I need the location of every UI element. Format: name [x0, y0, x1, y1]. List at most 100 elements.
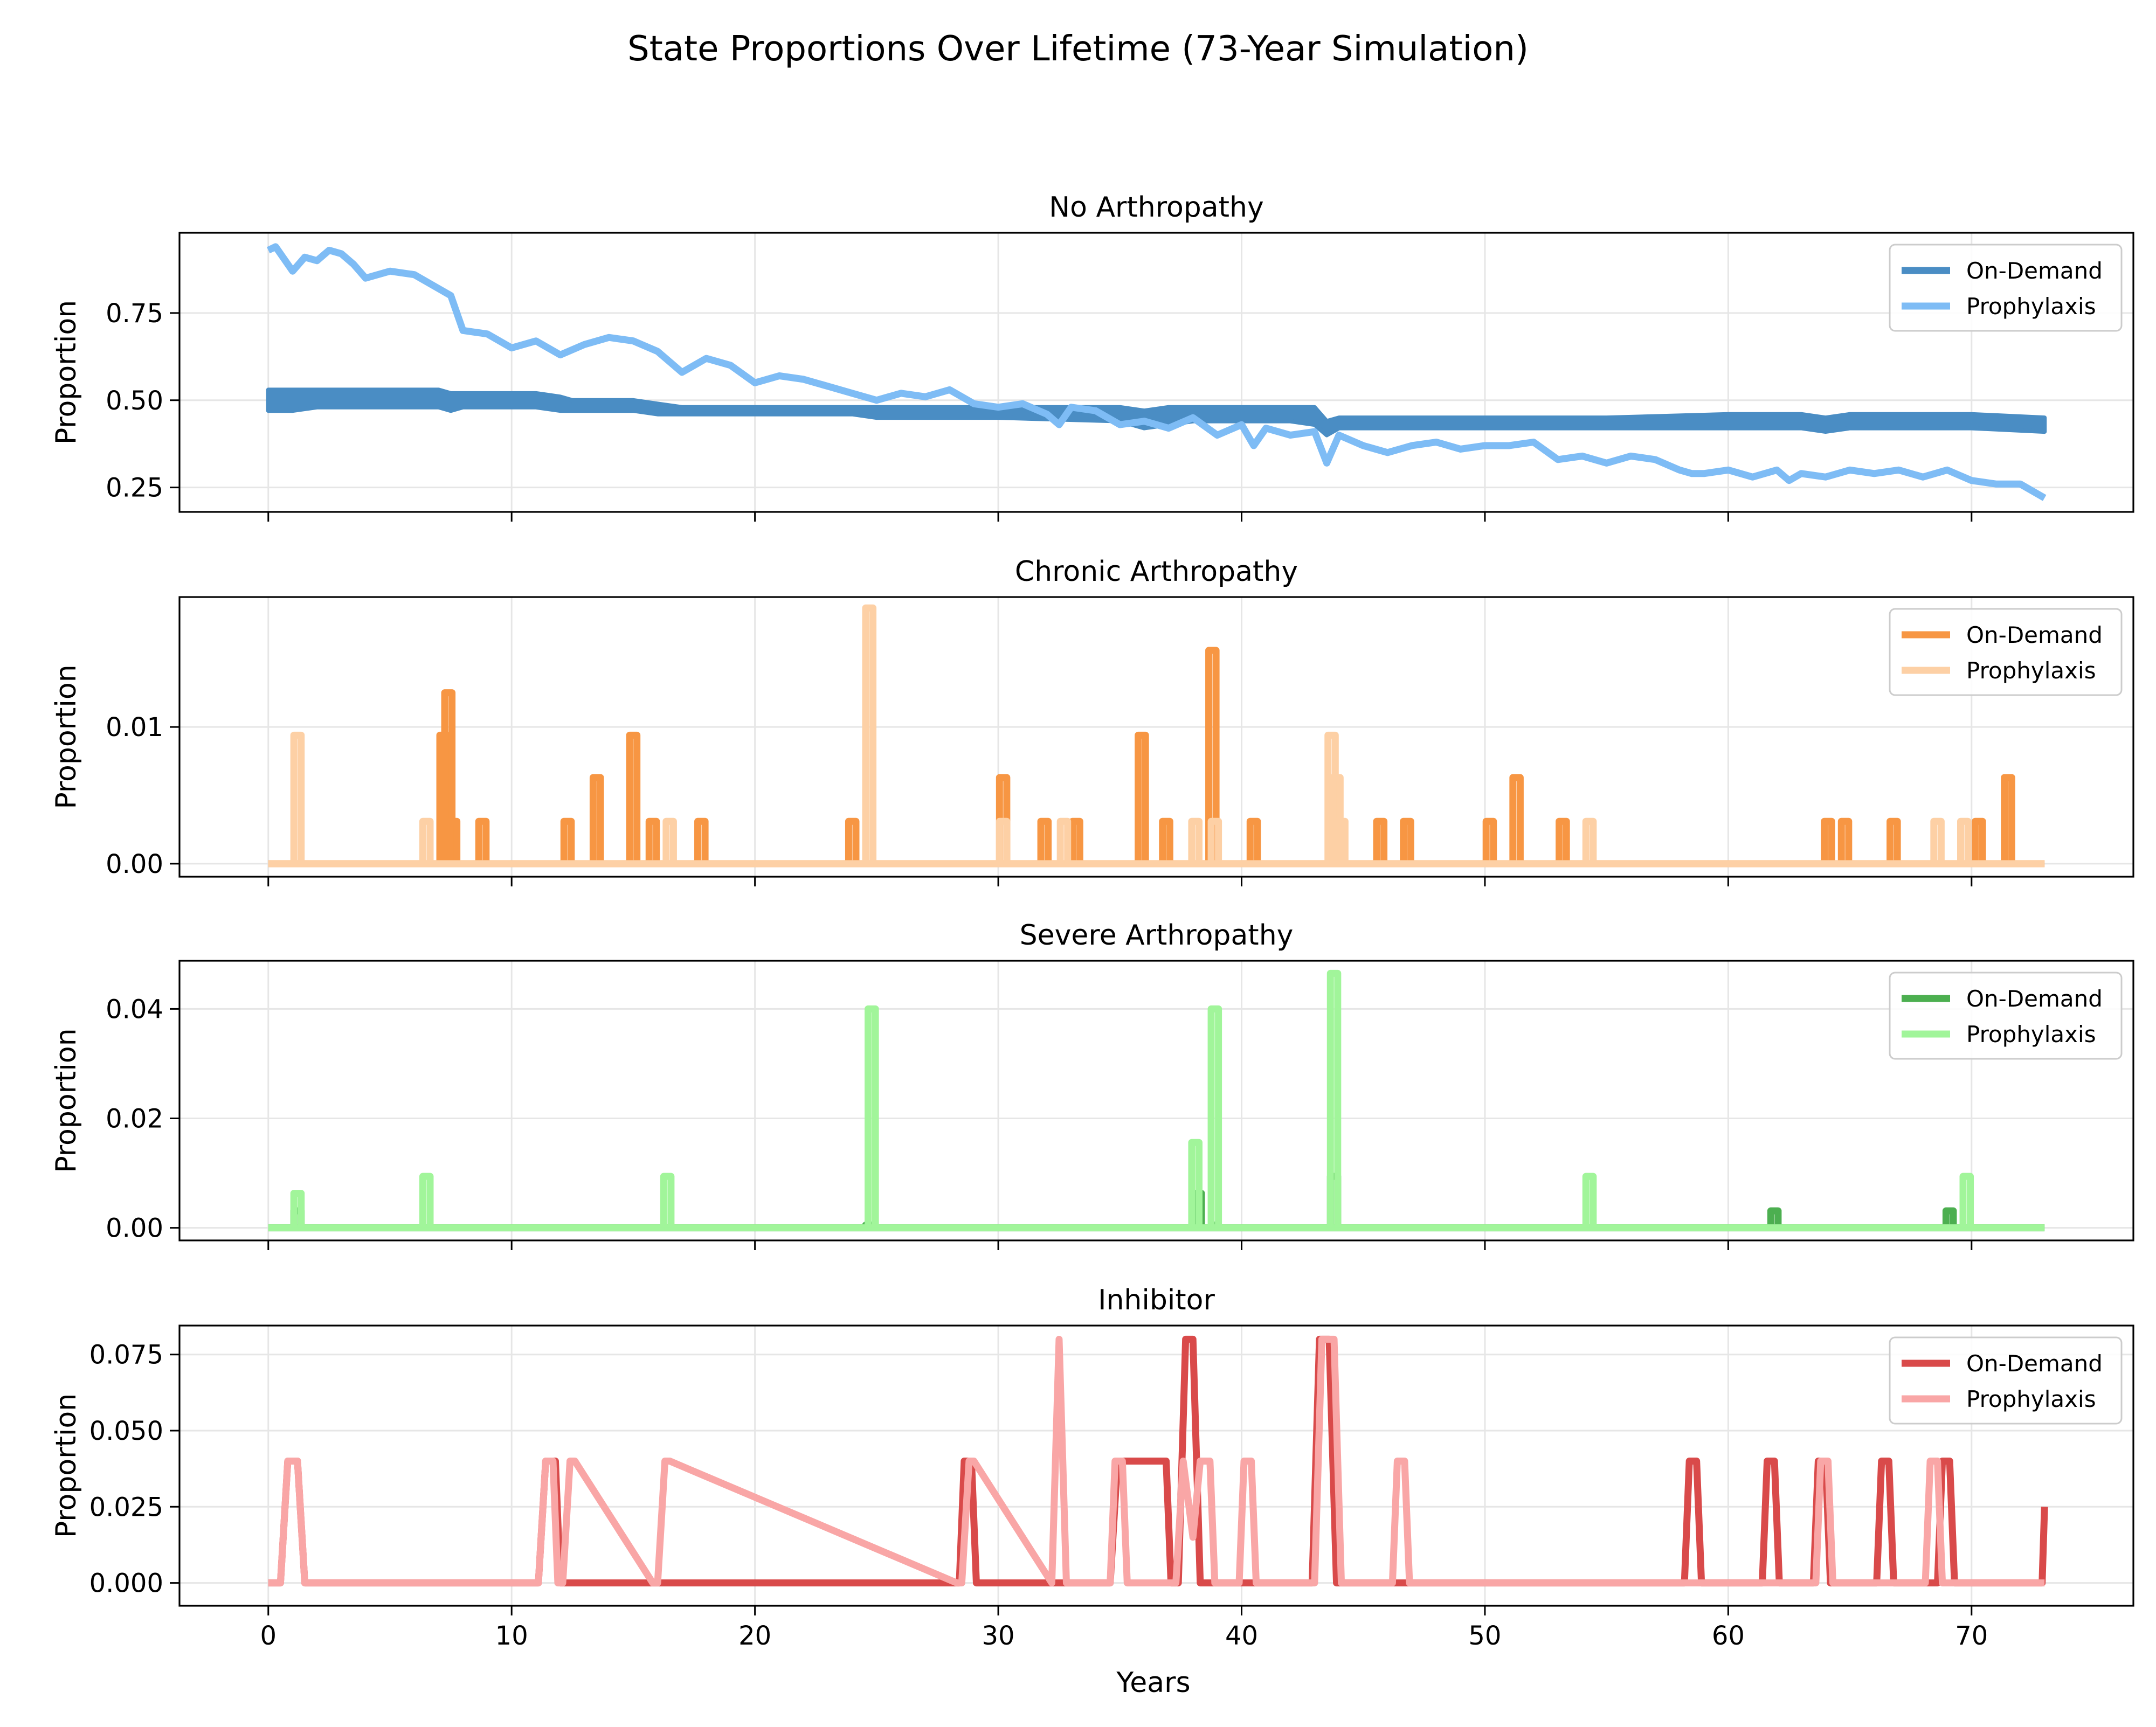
x-tick-label: 10 [495, 1621, 528, 1651]
series-prophylaxis-spike [1930, 817, 1945, 864]
x-tick-label: 40 [1225, 1621, 1258, 1651]
series-on-demand-spike [1942, 1207, 1957, 1228]
series-on-demand-spike [1972, 817, 1986, 864]
series-on-demand-spike [560, 817, 575, 864]
series-on-demand-spike [1135, 731, 1149, 864]
series-on-demand-spike [2001, 774, 2015, 864]
panel-title: Inhibitor [1098, 1284, 1215, 1316]
legend-label: On-Demand [1966, 986, 2103, 1012]
y-tick-label: 0.00 [106, 1213, 163, 1244]
panel-4: 0 10 20 30 40 50 60 70 0.000 0.025 0.050 0.075 Inhib… [50, 1284, 2134, 1651]
y-axis-label: Proportion [50, 300, 82, 445]
series-on-demand-spike [626, 731, 641, 864]
series-on-demand-spike [475, 817, 490, 864]
series-prophylaxis-spike [862, 604, 877, 864]
legend-label: Prophylaxis [1966, 657, 2096, 684]
series-on-demand-spike [1400, 817, 1414, 864]
series-prophylaxis-line [266, 243, 2047, 501]
series-prophylaxis-spike [996, 817, 1011, 864]
x-axis-label: Years [1116, 1667, 1190, 1699]
series-on-demand-spike [845, 817, 860, 864]
series-on-demand-spike [1837, 817, 1853, 864]
series-on-demand-spike [589, 774, 604, 864]
series-on-demand-spike [1509, 774, 1524, 864]
panel-title: No Arthropathy [1049, 191, 1264, 224]
y-axis-label: Proportion [50, 1028, 82, 1173]
series-prophylaxis-spike [290, 731, 305, 864]
series-prophylaxis-spike [1334, 817, 1349, 864]
series-prophylaxis-spike [1957, 817, 1972, 864]
series-on-demand-spike [645, 817, 660, 864]
series-on-demand-spike [694, 817, 709, 864]
series-on-demand-spike [1821, 817, 1835, 864]
legend: On-Demand Prophylaxis [1889, 972, 2123, 1060]
series-prophylaxis-spike [1582, 1173, 1597, 1228]
y-tick-label: 0.01 [106, 712, 163, 743]
y-tick-label: 0.00 [106, 849, 163, 879]
panel-title: Severe Arthropathy [1020, 919, 1294, 952]
y-axis-label: Proportion [50, 1393, 82, 1538]
plot-area [268, 604, 2045, 868]
y-tick-label: 0.75 [106, 299, 163, 329]
series-on-demand-spike [1069, 817, 1083, 864]
plot-area [268, 969, 2045, 1232]
series-on-demand-spike [1037, 817, 1052, 864]
series-on-demand-spike [1205, 647, 1220, 864]
series-on-demand-spike [441, 689, 456, 864]
series-on-demand-spike [1159, 817, 1173, 864]
panel-3: 0.00 0.02 0.04 Severe Arthropathy Proportion… [50, 919, 2134, 1250]
series-prophylaxis-spike [1188, 817, 1203, 864]
y-tick-label: 0.075 [89, 1340, 163, 1370]
legend: On-Demand Prophylaxis [1889, 1336, 2123, 1425]
series-on-demand-band [266, 387, 2047, 438]
y-tick-label: 0.050 [89, 1416, 163, 1446]
series-on-demand-spike [1556, 817, 1570, 864]
series-on-demand-spike [1767, 1207, 1782, 1228]
y-tick-label: 0.02 [106, 1104, 163, 1134]
series-prophylaxis-spike [662, 817, 677, 864]
series-prophylaxis-spike [1959, 1173, 1974, 1228]
series-prophylaxis-spike [1326, 969, 1342, 1228]
figure-title: State Proportions Over Lifetime (73-Year… [627, 29, 1529, 69]
panels: 0.25 0.50 0.75 No Arthropathy Proportion On-D… [50, 191, 2134, 1651]
panel-2: 0.00 0.01 Chronic Arthropathy Proportion On-… [50, 556, 2134, 886]
series-on-demand-spike [446, 817, 461, 864]
series-prophylaxis-spike [419, 1173, 434, 1228]
series-prophylaxis-spike [865, 1005, 879, 1228]
series-on-demand-line [268, 1335, 2048, 1587]
legend-label: Prophylaxis [1966, 293, 2096, 320]
y-tick-label: 0.50 [106, 386, 163, 416]
axes-frame [178, 960, 2134, 1242]
y-tick-label: 0.000 [89, 1569, 163, 1599]
x-tick-label: 60 [1712, 1621, 1745, 1651]
axes-frame [178, 232, 2134, 513]
x-tick-label: 0 [260, 1621, 277, 1651]
x-tick-label: 70 [1955, 1621, 1988, 1651]
series-on-demand-spike [1373, 817, 1388, 864]
y-tick-label: 0.04 [106, 994, 163, 1024]
legend: On-Demand Prophylaxis [1889, 244, 2123, 332]
legend-label: On-Demand [1966, 258, 2103, 284]
y-tick-label: 0.025 [89, 1492, 163, 1522]
series-prophylaxis-spike [1582, 817, 1597, 864]
plot-area [266, 243, 2047, 501]
legend-label: Prophylaxis [1966, 1021, 2096, 1048]
x-tick-label: 50 [1468, 1621, 1501, 1651]
legend: On-Demand Prophylaxis [1889, 608, 2123, 696]
series-on-demand-spike [1887, 817, 1901, 864]
x-tick-label: 20 [738, 1621, 771, 1651]
plot-area [268, 1335, 2048, 1587]
y-axis-label: Proportion [50, 664, 82, 809]
series-prophylaxis-spike [419, 817, 434, 864]
series-on-demand-spike [1482, 817, 1497, 864]
series-prophylaxis-line [268, 1335, 2045, 1587]
series-prophylaxis-spike [1207, 817, 1222, 864]
legend-label: Prophylaxis [1966, 1386, 2096, 1412]
series-prophylaxis-spike [290, 1190, 305, 1228]
series-on-demand-spike [1246, 817, 1261, 864]
series-prophylaxis-spike [1188, 1139, 1203, 1228]
panel-1: 0.25 0.50 0.75 No Arthropathy Proportion On-D… [50, 191, 2134, 522]
y-tick-label: 0.25 [106, 473, 163, 503]
